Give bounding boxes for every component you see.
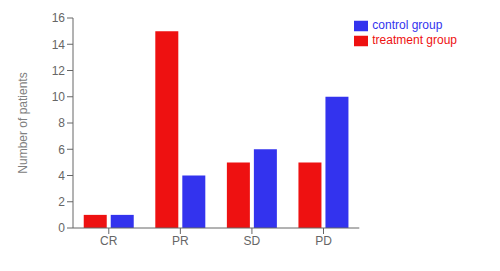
svg-text:4: 4 [58,169,65,183]
svg-text:PD: PD [315,234,332,248]
svg-text:6: 6 [58,143,65,157]
svg-text:8: 8 [58,116,65,130]
svg-text:10: 10 [52,90,66,104]
svg-text:16: 16 [52,11,66,25]
svg-text:Number of patients: Number of patients [16,72,30,173]
svg-text:CR: CR [100,234,118,248]
svg-text:2: 2 [58,195,65,209]
html-text:control group: control group [372,18,443,32]
svg-text:PR: PR [172,234,189,248]
html-text:treatment group: treatment group [372,32,457,47]
svg-text:SD: SD [244,234,261,248]
svg-text:0: 0 [58,221,65,235]
svg-text:14: 14 [52,38,66,52]
svg-text:12: 12 [52,64,66,78]
